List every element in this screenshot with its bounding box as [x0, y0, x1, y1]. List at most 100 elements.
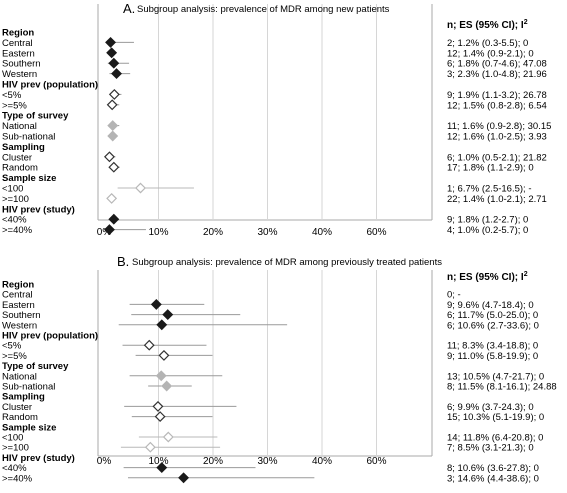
panel-b-row-stat: 8; 10.6% (3.6-27.8); 0: [447, 463, 539, 474]
panel-a-row-label: Eastern: [2, 48, 35, 59]
panel-a-row-label: >=40%: [2, 225, 33, 236]
panel-a-row-label: Random: [2, 163, 38, 174]
panel-b-row-label: Eastern: [2, 300, 35, 311]
panel-b-row-stat: 0; -: [447, 290, 461, 301]
panel-a-row-stat: 17; 1.8% (1.1-2.9); 0: [447, 163, 534, 174]
panel-b-estimate-diamond: [152, 400, 164, 412]
panel-b-row-stat: 14; 11.8% (6.4-20.8); 0: [447, 433, 543, 444]
panel-a-row-stat: 11; 1.6% (0.9-2.8); 30.15: [447, 121, 551, 132]
panel-b-row-label: Western: [2, 320, 37, 331]
panel-a-row-stat: 3; 2.3% (1.0-4.8); 21.96: [447, 69, 547, 80]
panel-a-group-header: HIV prev (population): [2, 80, 98, 91]
panel-b-group-header: Sample size: [2, 422, 56, 433]
panel-b-group-header: Type of survey: [2, 361, 69, 372]
panel-b-row-stat: 15; 10.3% (5.1-19.9); 0: [447, 412, 544, 423]
panel-b-group-header: Region: [2, 280, 34, 291]
panel-a-estimate-diamond: [106, 192, 118, 204]
panel-a-title: Subgroup analysis: prevalence of MDR amo…: [137, 4, 390, 15]
panel-a-estimate-diamond: [105, 36, 116, 48]
panel-a-row-label: Central: [2, 38, 33, 49]
panel-a-estimate-diamond: [107, 120, 119, 132]
panel-a-row-label: Sub-national: [2, 132, 55, 143]
panel-b-row-label: >=5%: [2, 351, 27, 362]
panel-a-estimate-diamond: [104, 224, 115, 236]
panel-b-x-tick-label: 40%: [312, 456, 332, 467]
panel-b-row-label: >=40%: [2, 473, 33, 484]
panel-b-row-stat: 6; 11.7% (5.0-25.0); 0: [447, 310, 538, 321]
panel-a-x-tick-label: 0%: [97, 227, 112, 238]
panel-b-row-label: Sub-national: [2, 382, 55, 393]
panel-a-letter: A.: [123, 1, 135, 16]
panel-a-row-label: Western: [2, 69, 37, 80]
panel-b-x-tick-label: 20%: [203, 456, 223, 467]
panel-b-x-tick-label: 30%: [257, 456, 277, 467]
panel-a-x-tick-label: 40%: [312, 227, 332, 238]
panel-b-row-label: Cluster: [2, 402, 32, 413]
panel-b-row-stat: 6; 9.9% (3.7-24.3); 0: [447, 402, 534, 413]
panel-b-estimate-diamond: [156, 319, 168, 331]
panel-b-row-label: National: [2, 371, 37, 382]
panel-a-x-tick-label: 60%: [366, 227, 386, 238]
panel-b-estimate-diamond: [143, 339, 155, 351]
panel-b-x-tick-label: 60%: [366, 456, 386, 467]
panel-a-stats-header: n; ES (95% CI); I2: [447, 19, 528, 31]
panel-a-estimate-diamond: [135, 182, 146, 194]
panel-a-row-label: National: [2, 121, 37, 132]
panel-a-row-stat: 2; 1.2% (0.3-5.5); 0: [447, 38, 528, 49]
panel-b-x-tick-label: 10%: [148, 456, 168, 467]
panel-a-row-stat: 9; 1.9% (1.1-3.2); 26.78: [447, 90, 547, 101]
panel-b-estimate-diamond: [150, 298, 162, 310]
panel-a-estimate-diamond: [108, 213, 120, 225]
panel-b-stats-header: n; ES (95% CI); I2: [447, 271, 528, 283]
panel-b-row-label: Central: [2, 290, 33, 301]
panel-a-estimate-diamond: [106, 47, 118, 59]
panel-a-group-header: Sample size: [2, 173, 56, 184]
panel-b-row-label: <5%: [2, 341, 22, 352]
panel-a-estimate-diamond: [106, 99, 118, 111]
panel-b-estimate-diamond: [144, 441, 156, 453]
panel-b-estimate-diamond: [156, 462, 168, 474]
panel-a-x-tick-label: 30%: [257, 227, 277, 238]
panel-b-group-header: Sampling: [2, 392, 45, 403]
panel-a-estimate-diamond: [107, 130, 119, 142]
panel-b-row-label: <100: [2, 433, 23, 444]
panel-a-row-stat: 4; 1.0% (0.2-5.7); 0: [447, 225, 528, 236]
panel-a-x-tick-label: 10%: [148, 227, 168, 238]
panel-a-estimate-diamond: [108, 57, 120, 69]
panel-a-row-stat: 6; 1.8% (0.7-4.6); 47.08: [447, 59, 547, 70]
panel-b-row-stat: 6; 10.6% (2.7-33.6); 0: [447, 320, 539, 331]
panel-b-row-label: Southern: [2, 310, 41, 321]
panel-a-row-stat: 12; 1.6% (1.0-2.5); 3.93: [447, 132, 547, 143]
panel-a-estimate-diamond: [108, 88, 120, 100]
panel-b-row-label: <40%: [2, 463, 27, 474]
panel-a-estimate-diamond: [108, 161, 120, 173]
panel-a-row-stat: 6; 1.0% (0.5-2.1); 21.82: [447, 152, 547, 163]
panel-a-row-label: <40%: [2, 215, 27, 226]
panel-b-row-stat: 11; 8.3% (3.4-18.8); 0: [447, 341, 538, 352]
panel-b-row-stat: 7; 8.5% (3.1-21.3); 0: [447, 443, 534, 454]
panel-b-group-header: HIV prev (population): [2, 331, 98, 342]
panel-b-estimate-diamond: [178, 472, 190, 484]
panel-a-row-label: Cluster: [2, 152, 32, 163]
panel-b-estimate-diamond: [162, 431, 174, 443]
panel-a-group-header: Sampling: [2, 142, 45, 153]
panel-a-group-header: Type of survey: [2, 111, 69, 122]
panel-a-row-stat: 1; 6.7% (2.5-16.5); -: [447, 184, 531, 195]
panel-a-row-stat: 9; 1.8% (1.2-2.7); 0: [447, 215, 528, 226]
panel-a-x-tick-label: 20%: [203, 227, 223, 238]
panel-a-row-label: Southern: [2, 59, 41, 70]
panel-a-estimate-diamond: [111, 68, 122, 80]
panel-a-group-header: HIV prev (study): [2, 204, 75, 215]
panel-a-row-stat: 12; 1.4% (0.9-2.1); 0: [447, 48, 534, 59]
panel-b-row-stat: 9; 9.6% (4.7-18.4); 0: [447, 300, 534, 311]
panel-a-row-label: <5%: [2, 90, 22, 101]
panel-a-row-label: >=100: [2, 194, 29, 205]
panel-b-row-stat: 8; 11.5% (8.1-16.1); 24.88: [447, 382, 557, 393]
panel-b-letter: B.: [117, 254, 129, 269]
panel-b-estimate-diamond: [154, 411, 166, 423]
panel-b-row-stat: 13; 10.5% (4.7-21.7); 0: [447, 371, 544, 382]
panel-a-row-stat: 22; 1.4% (1.0-2.1); 2.71: [447, 194, 547, 205]
panel-a-row-label: >=5%: [2, 100, 27, 111]
panel-a-row-stat: 12; 1.5% (0.8-2.8); 6.54: [447, 100, 547, 111]
